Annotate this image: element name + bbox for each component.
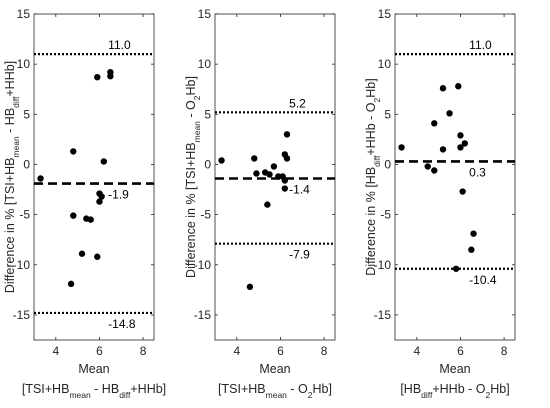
y-tick-label: -10 — [194, 258, 212, 272]
x-tick-label: 4 — [233, 344, 240, 358]
y-tick-label: -10 — [13, 258, 31, 272]
data-point — [457, 144, 464, 151]
y-tick-label: 10 — [17, 57, 31, 71]
lower-limit-label: -10.4 — [469, 273, 497, 287]
y-tick-label: -15 — [194, 308, 212, 322]
y-tick-label: 0 — [23, 157, 30, 171]
x-axis-label: Mean — [78, 362, 109, 376]
y-tick-label: 0 — [204, 157, 211, 171]
data-point — [251, 155, 258, 162]
data-point — [67, 280, 75, 288]
upper-limit-label: 5.2 — [289, 96, 306, 110]
y-tick-label: 15 — [378, 7, 392, 21]
chart-panel-1: -15 -10 -5 0 5 10 15 4 6 8 11.0 -1.9 -14.8 Mean [TSI+H… — [3, 7, 166, 400]
x-tick-label: 6 — [96, 344, 103, 358]
chart-panel-2: -15 -10 -5 0 5 10 15 4 6 8 5.2 -1.4 -7.9 Mean [TSI+HBm… — [184, 7, 336, 400]
data-point — [70, 212, 77, 219]
y-tick-label: -10 — [374, 258, 392, 272]
data-point — [100, 158, 108, 165]
data-point — [452, 265, 460, 272]
x-tick-label: 6 — [457, 344, 464, 358]
data-point — [424, 163, 431, 170]
data-point — [439, 146, 447, 153]
data-point — [107, 68, 114, 76]
x-axis-label: Mean — [259, 362, 290, 376]
mean-difference-label: 0.3 — [469, 165, 486, 179]
data-point — [455, 83, 462, 90]
y-tick-label: -5 — [380, 208, 391, 222]
axes-box — [394, 13, 516, 341]
data-point — [96, 198, 103, 205]
data-point — [283, 155, 291, 162]
data-point — [439, 85, 447, 92]
data-point — [446, 110, 453, 117]
data-point — [78, 250, 86, 257]
y-tick-label: 5 — [204, 107, 211, 121]
lower-limit-label: -7.9 — [289, 248, 310, 262]
data-point — [398, 144, 405, 151]
mean-difference-label: -1.4 — [289, 183, 310, 197]
y-tick-label: 10 — [198, 57, 212, 71]
y-tick-label: 5 — [384, 107, 391, 121]
data-point — [37, 175, 44, 182]
x-axis-label-line-2: [TSI+HBmean - O2Hb] — [218, 382, 332, 400]
data-point — [281, 185, 289, 192]
chart-panel-3: -15 -10 -5 0 5 10 15 4 6 8 11.0 0.3 -10.4 Mean [HBdiff… — [364, 7, 516, 400]
lower-limit-label: -14.8 — [108, 317, 136, 331]
x-axis-label-line-2: [TSI+HBmean - HBdiff+HHb] — [22, 382, 166, 400]
axes-box — [33, 13, 155, 341]
data-point — [94, 73, 101, 81]
data-point — [457, 132, 464, 139]
y-tick-label: -15 — [374, 308, 392, 322]
data-point — [264, 201, 271, 208]
x-tick-label: 4 — [52, 344, 59, 358]
y-tick-label: 0 — [384, 157, 391, 171]
data-point — [218, 157, 225, 164]
y-tick-label: 10 — [378, 57, 392, 71]
y-tick-label: 15 — [198, 7, 212, 21]
axes-box — [214, 13, 336, 341]
y-axis-label: Difference in % [TSI+HBmean - O2Hb] — [184, 76, 202, 278]
data-point — [431, 120, 438, 127]
x-tick-label: 6 — [277, 344, 284, 358]
data-point — [270, 163, 278, 170]
data-point — [98, 193, 105, 200]
data-point — [94, 253, 101, 260]
data-point — [459, 188, 466, 195]
y-axis-label: Difference in % [TSI+HBmean - HBdiff+HHb… — [3, 61, 21, 293]
data-point — [253, 170, 260, 177]
x-axis-label: Mean — [439, 362, 470, 376]
y-tick-label: -15 — [13, 308, 31, 322]
y-tick-label: -5 — [200, 208, 211, 222]
upper-limit-label: 11.0 — [469, 38, 492, 52]
data-point — [468, 246, 475, 253]
upper-limit-label: 11.0 — [108, 38, 131, 52]
y-tick-label: 5 — [23, 107, 30, 121]
data-point — [283, 131, 291, 138]
y-tick-label: -5 — [19, 208, 30, 222]
x-tick-label: 8 — [321, 344, 328, 358]
y-axis-label: Difference in % [HBdiff+HHb - O2Hb] — [364, 78, 382, 275]
data-point — [461, 140, 469, 147]
mean-difference-label: -1.9 — [108, 188, 129, 202]
data-point — [281, 177, 289, 184]
x-axis-label-line-2: [HBdiff+HHb - O2Hb] — [400, 382, 509, 400]
data-point — [431, 167, 438, 174]
data-point — [470, 230, 477, 237]
x-tick-label: 8 — [501, 344, 508, 358]
data-point — [87, 216, 94, 223]
data-point — [70, 148, 77, 155]
y-tick-label: 15 — [17, 7, 31, 21]
x-tick-label: 4 — [413, 344, 420, 358]
data-point — [266, 171, 273, 178]
x-tick-label: 8 — [140, 344, 147, 358]
data-point — [246, 283, 254, 291]
